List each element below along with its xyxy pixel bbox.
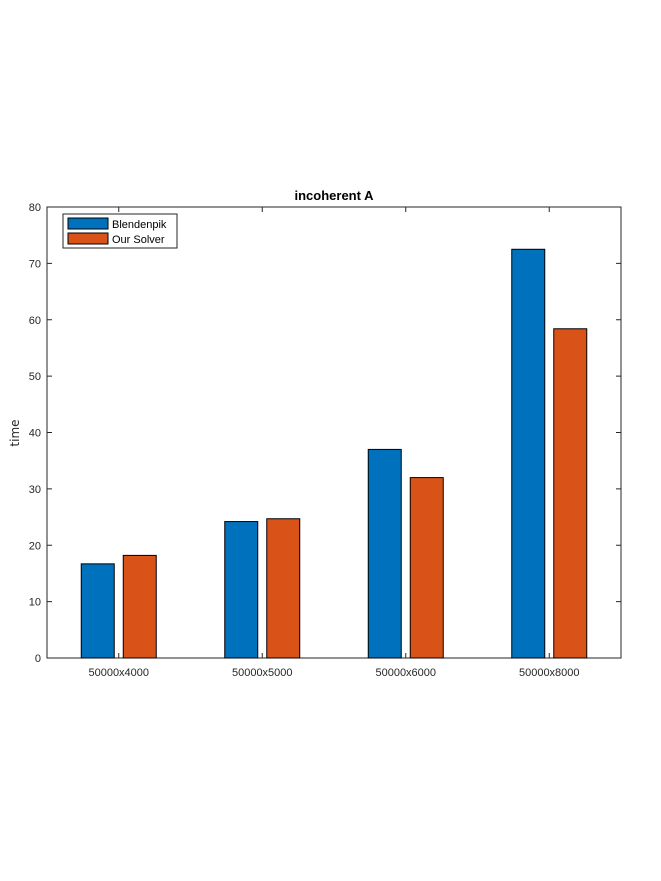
- y-tick-label: 20: [29, 540, 41, 552]
- legend-label: Our Solver: [112, 234, 165, 246]
- bar: [80, 563, 115, 659]
- y-tick-label: 50: [29, 371, 41, 383]
- x-tick-label: 50000x5000: [232, 667, 293, 679]
- bar: [224, 521, 259, 659]
- bar: [409, 477, 444, 659]
- bar: [511, 248, 546, 659]
- y-tick-label: 80: [29, 202, 41, 214]
- bar: [122, 554, 157, 659]
- chart-title: incoherent A: [295, 188, 375, 203]
- plot-area: 0 10 20 30 40 50 60 70 80 50000x4000 50000x5000 500…: [29, 202, 622, 679]
- legend-swatch: [67, 232, 109, 245]
- y-tick-label: 70: [29, 258, 41, 270]
- legend-swatch: [67, 217, 109, 230]
- bar: [266, 518, 301, 659]
- bar: [553, 328, 588, 659]
- bar: [367, 448, 402, 659]
- x-tick-label: 50000x6000: [375, 667, 436, 679]
- x-tick-label: 50000x8000: [519, 667, 580, 679]
- y-tick-label: 40: [29, 428, 41, 440]
- x-tick-label: 50000x4000: [88, 667, 149, 679]
- y-tick-label: 60: [29, 315, 41, 327]
- y-tick-label: 0: [35, 653, 41, 665]
- y-axis-label: time: [8, 419, 22, 446]
- y-tick-label: 30: [29, 484, 41, 496]
- y-tick-label: 10: [29, 597, 41, 609]
- legend-label: Blendenpik: [112, 219, 167, 231]
